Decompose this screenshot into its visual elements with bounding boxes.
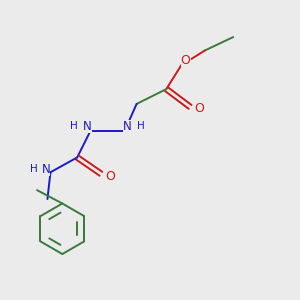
Text: H: H — [137, 121, 145, 131]
Text: O: O — [194, 102, 204, 115]
Text: H: H — [30, 164, 38, 174]
Text: N: N — [123, 120, 132, 133]
Text: O: O — [181, 54, 190, 67]
Text: H: H — [70, 121, 78, 131]
Text: N: N — [42, 163, 50, 176]
Text: N: N — [83, 120, 92, 133]
Text: O: O — [105, 170, 115, 183]
